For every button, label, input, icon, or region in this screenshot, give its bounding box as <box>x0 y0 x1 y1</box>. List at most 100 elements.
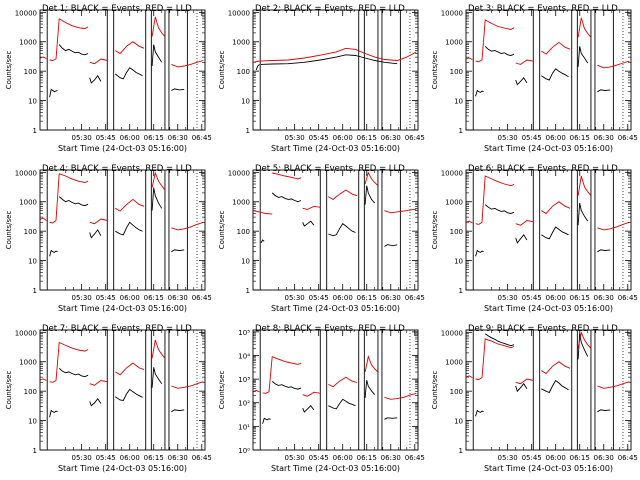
x-axis-label: Start Time (24-Oct-03 05:16:00) <box>58 304 187 313</box>
x-tick-label: 06:00 <box>333 454 353 462</box>
y-tick-label: 10 <box>28 98 37 106</box>
events-series-line <box>475 409 484 417</box>
lld-series-line <box>151 171 166 191</box>
y-tick-label: 100 <box>24 68 37 76</box>
y-tick-label: 10000 <box>228 9 250 17</box>
x-tick-label: 06:15 <box>570 454 590 462</box>
y-tick-label: 10000 <box>441 9 463 17</box>
x-tick-label: 06:00 <box>333 134 353 142</box>
lld-series-line <box>115 41 145 55</box>
y-tick-label: 10⁰ <box>238 447 250 455</box>
lld-series-line <box>151 339 166 359</box>
y-tick-label: 10 <box>454 418 463 426</box>
events-series-line <box>597 249 611 253</box>
x-tick-label: 06:15 <box>357 454 377 462</box>
lld-series-line <box>475 19 515 63</box>
lld-series-line <box>252 210 273 215</box>
x-tick-label: 06:15 <box>144 454 164 462</box>
x-tick-label: 06:00 <box>546 294 566 302</box>
lld-series-line <box>465 220 473 224</box>
events-series-line <box>384 244 398 247</box>
x-tick-label: 05:30 <box>498 454 518 462</box>
plot-frame <box>39 329 206 451</box>
y-tick-label: 10 <box>28 418 37 426</box>
events-series-line <box>262 417 271 424</box>
detector-panel: Det 1: BLACK = Events, RED = LLD Counts/s… <box>5 4 212 153</box>
events-series-line <box>515 76 528 86</box>
events-series-line <box>364 185 376 205</box>
x-tick-label: 05:30 <box>498 294 518 302</box>
x-tick-label: 06:30 <box>594 134 614 142</box>
x-tick-label: 06:45 <box>618 134 638 142</box>
x-tick-label: 06:45 <box>405 294 425 302</box>
y-tick-label: 1 <box>246 287 250 295</box>
lld-series-line <box>89 58 108 65</box>
x-tick-label: 06:15 <box>570 134 590 142</box>
events-series-line <box>328 223 356 237</box>
lld-series-line <box>384 392 417 400</box>
x-tick-label: 06:15 <box>570 294 590 302</box>
events-series-line <box>577 333 589 360</box>
lld-series-line <box>515 59 534 65</box>
y-tick-label: 10² <box>238 400 250 408</box>
x-tick-label: 06:30 <box>381 294 401 302</box>
x-tick-label: 06:00 <box>120 454 140 462</box>
y-tick-label: 1000 <box>445 359 463 367</box>
events-series-line <box>115 221 143 236</box>
lld-series-line <box>577 175 592 196</box>
y-tick-label: 100 <box>450 388 463 396</box>
x-tick-label: 06:30 <box>381 134 401 142</box>
x-tick-label: 05:45 <box>522 454 542 462</box>
events-series-line <box>49 88 58 98</box>
x-tick-label: 05:30 <box>72 134 92 142</box>
x-axis-label: Start Time (24-Oct-03 05:16:00) <box>271 144 400 153</box>
events-series-line <box>384 417 398 420</box>
lld-series-line <box>39 56 47 59</box>
events-series-line <box>475 89 484 97</box>
y-axis-label: Counts/sec <box>5 51 13 90</box>
events-series-line <box>255 64 260 71</box>
lld-series-line <box>475 338 515 380</box>
y-tick-label: 1000 <box>232 199 250 207</box>
y-tick-label: 100 <box>450 68 463 76</box>
x-tick-label: 06:15 <box>144 294 164 302</box>
lld-series-line <box>384 208 417 214</box>
y-tick-label: 10000 <box>15 9 37 17</box>
lld-series-line <box>49 173 89 224</box>
x-tick-label: 06:30 <box>168 294 188 302</box>
y-tick-label: 10³ <box>238 376 250 384</box>
events-series-line <box>515 382 528 393</box>
x-tick-label: 05:30 <box>72 294 92 302</box>
panel-title: Det 6: BLACK = Events, RED = LLD <box>468 164 618 174</box>
y-axis-label: Counts/sec <box>218 51 226 90</box>
lld-series-line <box>272 172 302 180</box>
x-tick-label: 05:45 <box>309 454 329 462</box>
x-tick-label: 06:45 <box>618 454 638 462</box>
events-series-line <box>577 203 589 226</box>
x-axis-label: Start Time (24-Oct-03 05:16:00) <box>484 144 613 153</box>
events-series-line <box>484 333 515 347</box>
lld-series-line <box>541 201 571 215</box>
events-series-line <box>151 367 163 388</box>
events-series-line <box>541 226 569 240</box>
events-series-line <box>58 44 89 56</box>
x-tick-label: 06:00 <box>333 294 353 302</box>
x-tick-label: 06:45 <box>405 134 425 142</box>
x-tick-label: 06:00 <box>546 454 566 462</box>
detector-panel: Det 4: BLACK = Events, RED = LLD Counts/s… <box>5 164 212 313</box>
lld-series-line <box>115 198 145 212</box>
lld-series-line <box>328 376 358 388</box>
y-tick-label: 1 <box>33 127 37 135</box>
lld-series-line <box>515 378 534 385</box>
lld-series-line <box>262 355 302 394</box>
y-axis-label: Counts/sec <box>431 211 439 250</box>
lld-series-line <box>541 41 571 55</box>
panel-title: Det 4: BLACK = Events, RED = LLD <box>42 164 192 174</box>
events-series-line <box>364 380 376 398</box>
y-tick-label: 1 <box>459 127 463 135</box>
lld-series-line <box>151 16 166 37</box>
y-tick-label: 10 <box>454 258 463 266</box>
events-series-line <box>271 381 302 390</box>
y-tick-label: 1000 <box>19 359 37 367</box>
y-axis-label: Counts/sec <box>431 371 439 410</box>
